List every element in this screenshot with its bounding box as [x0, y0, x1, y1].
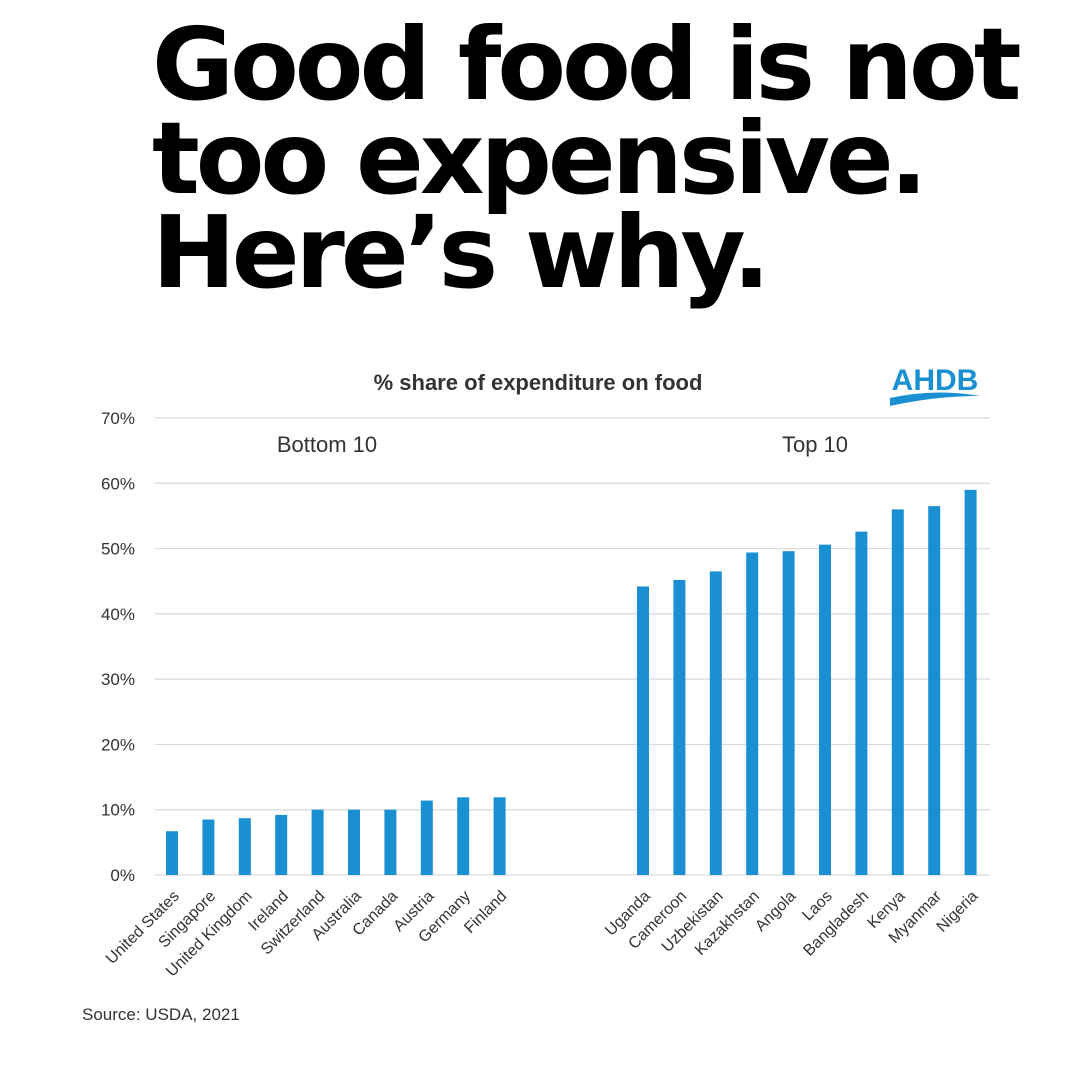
headline-line-1: Good food is not — [152, 6, 1022, 123]
source-note: Source: USDA, 2021 — [82, 1005, 240, 1024]
chart-title: % share of expenditure on food — [374, 370, 703, 395]
bar — [348, 809, 360, 875]
bar — [964, 489, 977, 875]
x-tick-label: Nigeria — [934, 888, 982, 936]
bar — [311, 809, 324, 875]
bar — [746, 552, 759, 875]
bars — [166, 489, 977, 875]
bar — [384, 809, 397, 875]
bar — [457, 797, 470, 875]
x-tick-label: Angola — [752, 888, 799, 935]
y-tick-label: 10% — [101, 801, 135, 820]
y-tick-label: 60% — [101, 474, 135, 493]
bar — [275, 814, 288, 875]
bar — [782, 551, 795, 875]
y-tick-label: 0% — [110, 866, 135, 885]
bar — [928, 506, 941, 875]
ahdb-logo: AHDB — [890, 364, 980, 406]
y-tick-label: 70% — [101, 409, 135, 428]
ahdb-logo-wave-icon — [890, 392, 980, 406]
ahdb-logo-text: AHDB — [892, 364, 979, 397]
headline-line-3: Here’s why. — [152, 194, 771, 311]
y-tick-label: 50% — [101, 540, 135, 559]
bar — [493, 797, 506, 875]
bar — [238, 818, 251, 875]
bar — [855, 531, 868, 875]
group-label: Bottom 10 — [277, 432, 377, 457]
group-label: Top 10 — [782, 432, 848, 457]
gridlines — [155, 417, 990, 876]
y-tick-label: 20% — [101, 735, 135, 754]
bar — [709, 571, 722, 875]
bar — [420, 800, 433, 875]
y-tick-label: 40% — [101, 605, 135, 624]
bar — [202, 819, 215, 875]
bar — [637, 586, 649, 875]
bar — [166, 831, 178, 875]
y-tick-label: 30% — [101, 670, 135, 689]
group-labels: Bottom 10 Top 10 — [277, 432, 848, 457]
bar — [891, 509, 904, 875]
expenditure-chart: % share of expenditure on food AHDB 0% 10… — [82, 364, 990, 1024]
bar — [819, 544, 831, 875]
y-axis: 0% 10% 20% 30% 40% 50% 60% 70% — [101, 409, 135, 885]
headline-line-2: too expensive. — [152, 100, 928, 217]
bar — [673, 579, 686, 875]
headline: Good food is not too expensive. Here’s w… — [152, 6, 1052, 311]
